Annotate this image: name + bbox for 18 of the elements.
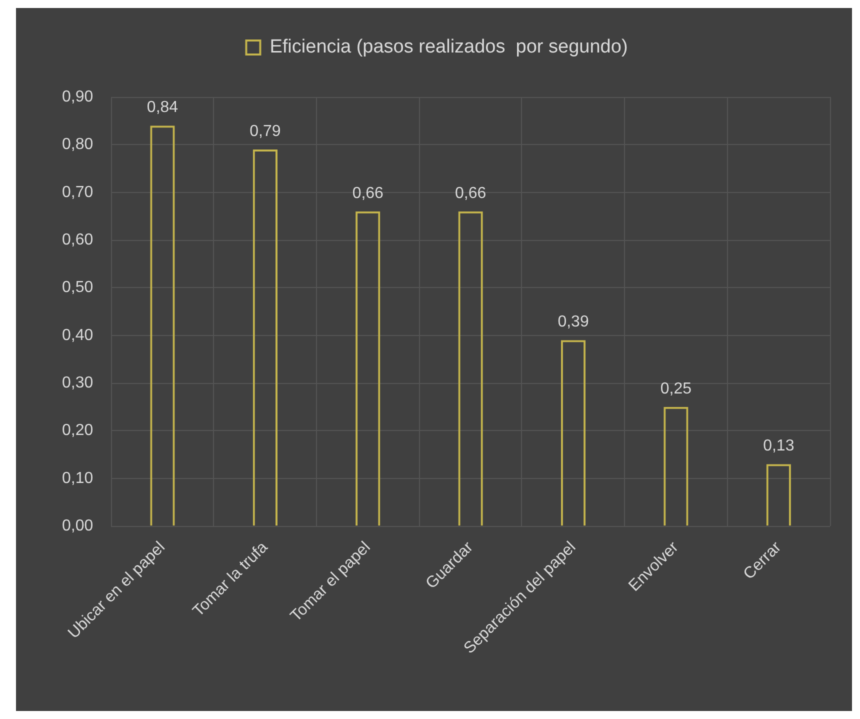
data-label: 0,79	[250, 122, 281, 140]
legend-label: Eficiencia (pasos realizados por segundo)	[270, 36, 628, 58]
data-label: 0,13	[763, 438, 794, 455]
y-tick-label: 0,60	[62, 231, 94, 248]
data-label: 0,84	[146, 99, 178, 116]
y-tick-label: 0,10	[62, 470, 94, 487]
data-label: 0,39	[558, 314, 589, 331]
y-tick-label: 0,20	[62, 422, 94, 440]
y-tick-label: 0,90	[62, 88, 94, 106]
y-tick-label: 0,00	[62, 518, 94, 535]
y-tick-label: 0,40	[62, 326, 94, 344]
data-label: 0,66	[352, 184, 384, 202]
y-tick-label: 0,50	[62, 279, 94, 296]
y-tick-label: 0,30	[62, 374, 94, 392]
y-tick-label: 0,70	[62, 184, 94, 201]
y-tick-label: 0,80	[62, 136, 94, 154]
data-label: 0,25	[660, 380, 692, 398]
data-label: 0,66	[455, 184, 486, 202]
